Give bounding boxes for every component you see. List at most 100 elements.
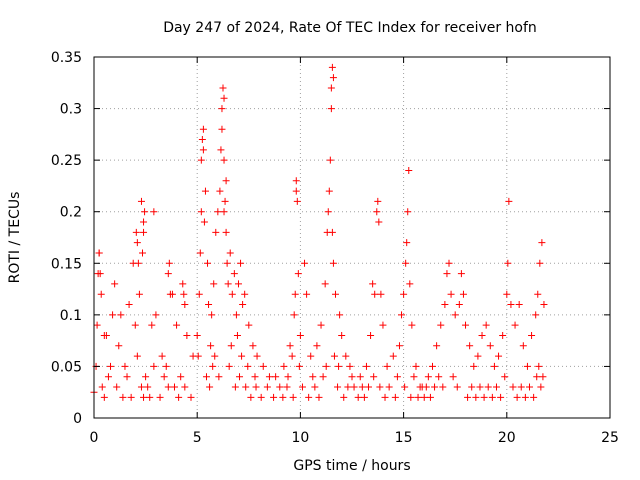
data-point	[133, 239, 141, 247]
data-point	[230, 270, 238, 278]
data-point	[511, 321, 519, 329]
y-tick-label: 0.2	[60, 205, 82, 221]
data-point	[404, 208, 412, 216]
data-point	[536, 259, 544, 267]
data-point	[210, 280, 218, 288]
data-point	[476, 383, 484, 391]
data-point	[369, 280, 377, 288]
data-point	[523, 362, 531, 370]
data-point	[301, 259, 309, 267]
data-point	[342, 352, 350, 360]
data-point	[187, 393, 195, 401]
data-point	[141, 208, 149, 216]
data-point	[439, 383, 447, 391]
data-point	[354, 393, 362, 401]
data-point	[377, 290, 385, 298]
data-point	[135, 290, 143, 298]
data-point	[360, 393, 368, 401]
data-point	[193, 331, 201, 339]
data-point	[464, 393, 472, 401]
data-point	[96, 270, 104, 278]
data-point	[441, 301, 449, 309]
data-point	[537, 383, 545, 391]
data-point	[381, 393, 389, 401]
data-point	[286, 342, 294, 350]
data-point	[198, 136, 206, 144]
data-point	[119, 393, 127, 401]
data-point	[208, 311, 216, 319]
data-point	[486, 342, 494, 350]
data-point	[148, 321, 156, 329]
data-point	[329, 259, 337, 267]
data-point	[272, 373, 280, 381]
data-point	[358, 383, 366, 391]
y-tick-label: 0.35	[51, 50, 82, 66]
y-tick-label: 0	[73, 411, 82, 427]
data-point	[528, 331, 536, 339]
data-point	[252, 383, 260, 391]
data-point	[403, 239, 411, 247]
data-point	[327, 105, 335, 113]
data-point	[315, 393, 323, 401]
data-point	[410, 373, 418, 381]
x-tick-label: 25	[601, 430, 619, 446]
data-point	[370, 373, 378, 381]
data-point	[284, 373, 292, 381]
data-point	[173, 321, 181, 329]
data-point	[532, 311, 540, 319]
data-point	[420, 393, 428, 401]
data-point	[93, 321, 101, 329]
data-point	[488, 393, 496, 401]
data-point	[249, 342, 257, 350]
data-point	[422, 383, 430, 391]
data-point	[373, 208, 381, 216]
data-point	[470, 362, 478, 370]
data-point	[324, 208, 332, 216]
data-point	[311, 383, 319, 391]
data-point	[521, 393, 529, 401]
data-point	[375, 218, 383, 226]
data-point	[303, 290, 311, 298]
data-point	[263, 383, 271, 391]
x-tick-label: 5	[193, 430, 202, 446]
data-point	[367, 331, 375, 339]
data-point	[480, 393, 488, 401]
data-point	[540, 301, 548, 309]
data-point	[127, 393, 135, 401]
plot-frame	[93, 56, 611, 419]
data-point	[319, 373, 327, 381]
data-point	[212, 228, 220, 236]
data-point	[322, 362, 330, 370]
data-point	[289, 393, 297, 401]
data-point	[115, 342, 123, 350]
data-point	[462, 321, 470, 329]
data-point	[117, 311, 125, 319]
data-point	[344, 383, 352, 391]
data-point	[162, 362, 170, 370]
x-tick-label: 15	[395, 430, 413, 446]
data-point	[379, 321, 387, 329]
data-point	[534, 290, 542, 298]
data-point	[539, 373, 547, 381]
data-point	[509, 383, 517, 391]
data-point	[113, 383, 121, 391]
data-point	[218, 125, 226, 133]
data-point	[530, 393, 538, 401]
data-point	[376, 383, 384, 391]
data-point	[305, 393, 313, 401]
chart-title: Day 247 of 2024, Rate Of TEC Index for r…	[163, 20, 537, 36]
data-point	[170, 383, 178, 391]
data-point	[459, 290, 467, 298]
data-point	[313, 342, 321, 350]
data-point	[519, 342, 527, 350]
data-point	[457, 270, 465, 278]
data-point	[466, 342, 474, 350]
data-point	[401, 383, 409, 391]
y-axis-label: ROTI / TECUs	[7, 192, 23, 284]
data-point	[98, 383, 106, 391]
data-point	[218, 105, 226, 113]
data-point	[265, 373, 273, 381]
data-point	[199, 125, 207, 133]
data-point	[175, 393, 183, 401]
data-point	[447, 290, 455, 298]
